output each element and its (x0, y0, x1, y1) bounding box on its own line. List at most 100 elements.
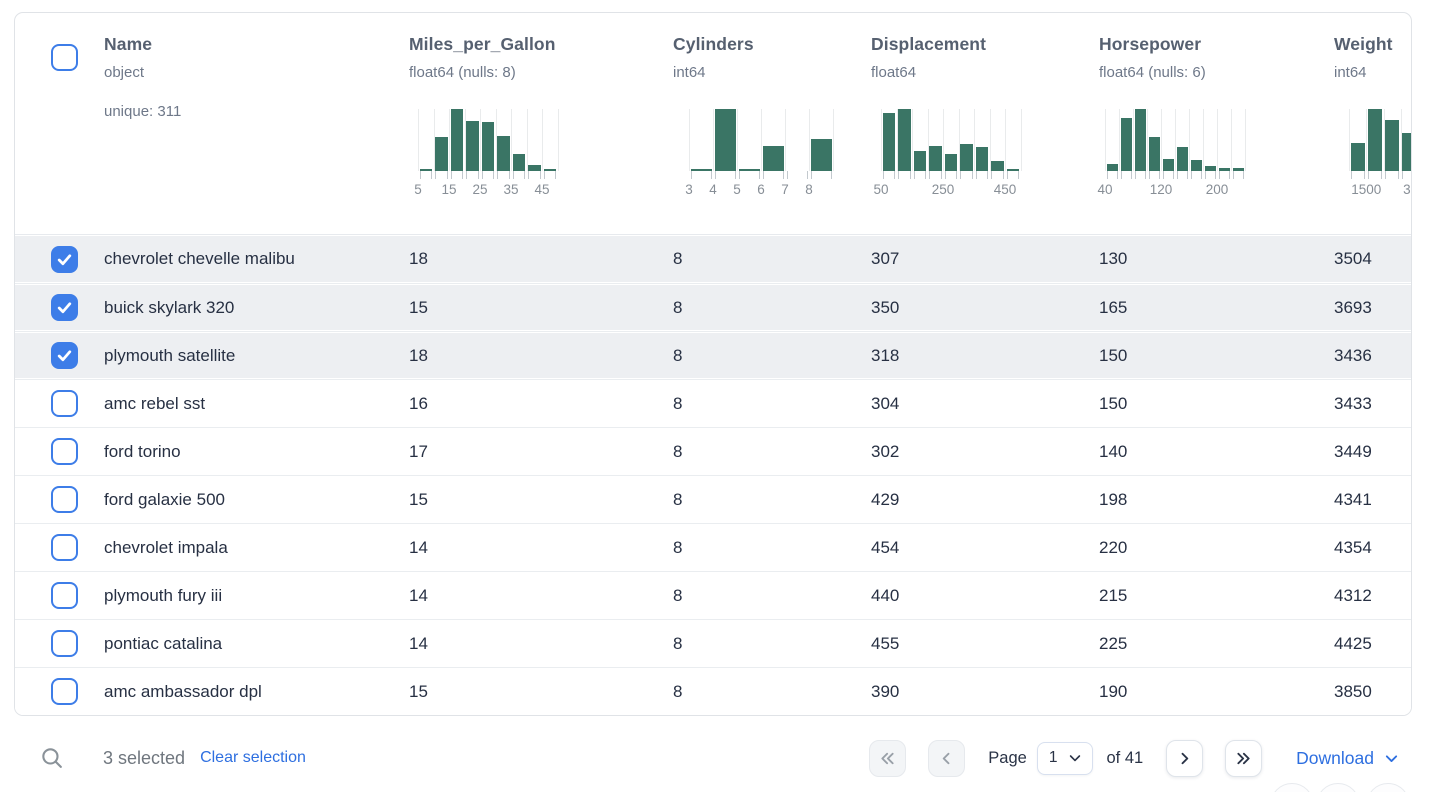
next-page-button[interactable] (1166, 739, 1204, 777)
cell-displacement: 302 (871, 441, 900, 461)
cell-displacement: 455 (871, 633, 900, 653)
cell-weight: 3504 (1334, 249, 1372, 268)
table-row: chevrolet impala 14 8 454 220 4354 (15, 523, 1411, 571)
cell-weight: 4341 (1334, 489, 1372, 509)
select-all-checkbox[interactable] (51, 44, 78, 71)
table-row: plymouth satellite 18 8 318 150 3436 (15, 331, 1411, 379)
cell-horsepower: 220 (1099, 537, 1128, 557)
first-page-button[interactable] (869, 739, 907, 777)
cell-displacement: 350 (871, 297, 900, 317)
column-dtype: int64 (1334, 64, 1367, 81)
row-checkbox[interactable] (51, 630, 78, 657)
cutoff-circle (1270, 783, 1314, 792)
cell-displacement: 307 (871, 249, 900, 268)
hist-axis-label: 6 (757, 182, 765, 197)
row-checkbox[interactable] (51, 294, 78, 321)
row-checkbox[interactable] (51, 245, 78, 273)
table-row: amc ambassador dpl 15 8 390 190 3850 (15, 667, 1411, 715)
cell-miles-per-gallon: 18 (409, 249, 428, 268)
page-select[interactable]: 1 (1036, 741, 1094, 775)
column-title: Displacement (871, 34, 986, 54)
histogram-weight[interactable]: 1500 3500 (1349, 109, 1411, 202)
column-dtype: object (104, 64, 145, 81)
row-checkbox[interactable] (51, 582, 78, 609)
row-checkbox-cell (15, 486, 104, 513)
row-checkbox[interactable] (51, 342, 78, 369)
cell-weight: 3850 (1334, 681, 1372, 701)
cell-name: plymouth fury iii (104, 585, 223, 605)
column-header-cylinders: Cylinders int64 3 4 5 6 7 8 (673, 13, 871, 234)
cell-name: buick skylark 320 (104, 297, 235, 317)
column-unique-count: unique: 311 (104, 103, 182, 120)
column-dtype: float64 (nulls: 8) (409, 64, 516, 81)
cutoff-circle (1366, 783, 1410, 792)
cell-horsepower: 165 (1099, 297, 1128, 317)
cell-weight: 3693 (1334, 297, 1372, 317)
cell-name: ford galaxie 500 (104, 489, 225, 509)
row-checkbox-cell (15, 294, 104, 321)
column-title: Miles_per_Gallon (409, 34, 556, 54)
hist-axis-label: 15 (441, 182, 457, 197)
cell-horsepower: 190 (1099, 681, 1128, 701)
row-checkbox[interactable] (51, 390, 78, 417)
cell-cylinders: 8 (673, 441, 683, 461)
table-body: chevrolet chevelle malibu 18 8 307 130 3… (15, 235, 1411, 715)
cell-miles-per-gallon: 15 (409, 489, 428, 509)
hist-axis-label: 7 (781, 182, 789, 197)
hist-axis-label: 50 (873, 182, 889, 197)
cell-horsepower: 198 (1099, 489, 1128, 509)
row-checkbox[interactable] (51, 486, 78, 513)
row-checkbox[interactable] (51, 534, 78, 561)
cell-horsepower: 225 (1099, 633, 1128, 653)
double-chevron-right-icon (1237, 752, 1250, 764)
cell-miles-per-gallon: 14 (409, 585, 428, 605)
cell-cylinders: 8 (673, 249, 683, 268)
previous-page-button[interactable] (928, 739, 966, 777)
row-checkbox[interactable] (51, 678, 78, 705)
check-icon (57, 350, 72, 362)
hist-axis-label: 1500 (1351, 182, 1382, 197)
column-title: Name (104, 34, 153, 54)
last-page-button[interactable] (1225, 739, 1263, 777)
row-checkbox[interactable] (51, 438, 78, 465)
histogram-cylinders[interactable]: 3 4 5 6 7 8 (685, 109, 835, 202)
cell-miles-per-gallon: 18 (409, 345, 428, 365)
table-row: pontiac catalina 14 8 455 225 4425 (15, 619, 1411, 667)
cell-cylinders: 8 (673, 489, 683, 509)
cell-cylinders: 8 (673, 345, 683, 365)
hist-axis-label: 200 (1205, 182, 1229, 197)
cell-miles-per-gallon: 15 (409, 681, 428, 701)
hist-axis-label: 35 (503, 182, 519, 197)
histogram-displacement[interactable]: 50 250 450 (873, 109, 1023, 202)
double-chevron-left-icon (881, 752, 894, 764)
cell-weight: 4425 (1334, 633, 1372, 653)
table-row: chevrolet chevelle malibu 18 8 307 130 3… (15, 235, 1411, 283)
column-header-displacement: Displacement float64 50 250 450 (871, 13, 1099, 234)
histogram-horsepower[interactable]: 40 120 200 (1097, 109, 1247, 202)
row-checkbox-cell (15, 390, 104, 417)
column-dtype: float64 (871, 64, 917, 81)
cell-name: pontiac catalina (104, 633, 223, 653)
cell-weight: 3433 (1334, 393, 1372, 413)
table-footer: 3 selected Clear selection Page 1 of 41 (40, 736, 1400, 780)
cell-horsepower: 215 (1099, 585, 1128, 605)
check-icon (57, 302, 72, 314)
cell-miles-per-gallon: 16 (409, 393, 428, 413)
table-row: amc rebel sst 16 8 304 150 3433 (15, 379, 1411, 427)
cell-cylinders: 8 (673, 393, 683, 413)
clear-selection-link[interactable]: Clear selection (200, 749, 306, 766)
cell-cylinders: 8 (673, 585, 683, 605)
chevron-down-icon (1070, 755, 1081, 762)
check-icon (57, 253, 72, 265)
search-icon[interactable] (40, 746, 65, 771)
column-header-name: Name object unique: 311 (104, 13, 409, 234)
table-row: plymouth fury iii 14 8 440 215 4312 (15, 571, 1411, 619)
cell-cylinders: 8 (673, 681, 683, 701)
hist-axis-label: 250 (931, 182, 955, 197)
histogram-miles-per-gallon[interactable]: 5 15 25 35 45 (414, 109, 560, 202)
cell-horsepower: 130 (1099, 249, 1128, 268)
download-menu-button[interactable]: Download (1296, 748, 1400, 769)
cell-weight: 4312 (1334, 585, 1372, 605)
cell-miles-per-gallon: 14 (409, 537, 428, 557)
hist-axis-label: 3500 (1403, 182, 1411, 197)
